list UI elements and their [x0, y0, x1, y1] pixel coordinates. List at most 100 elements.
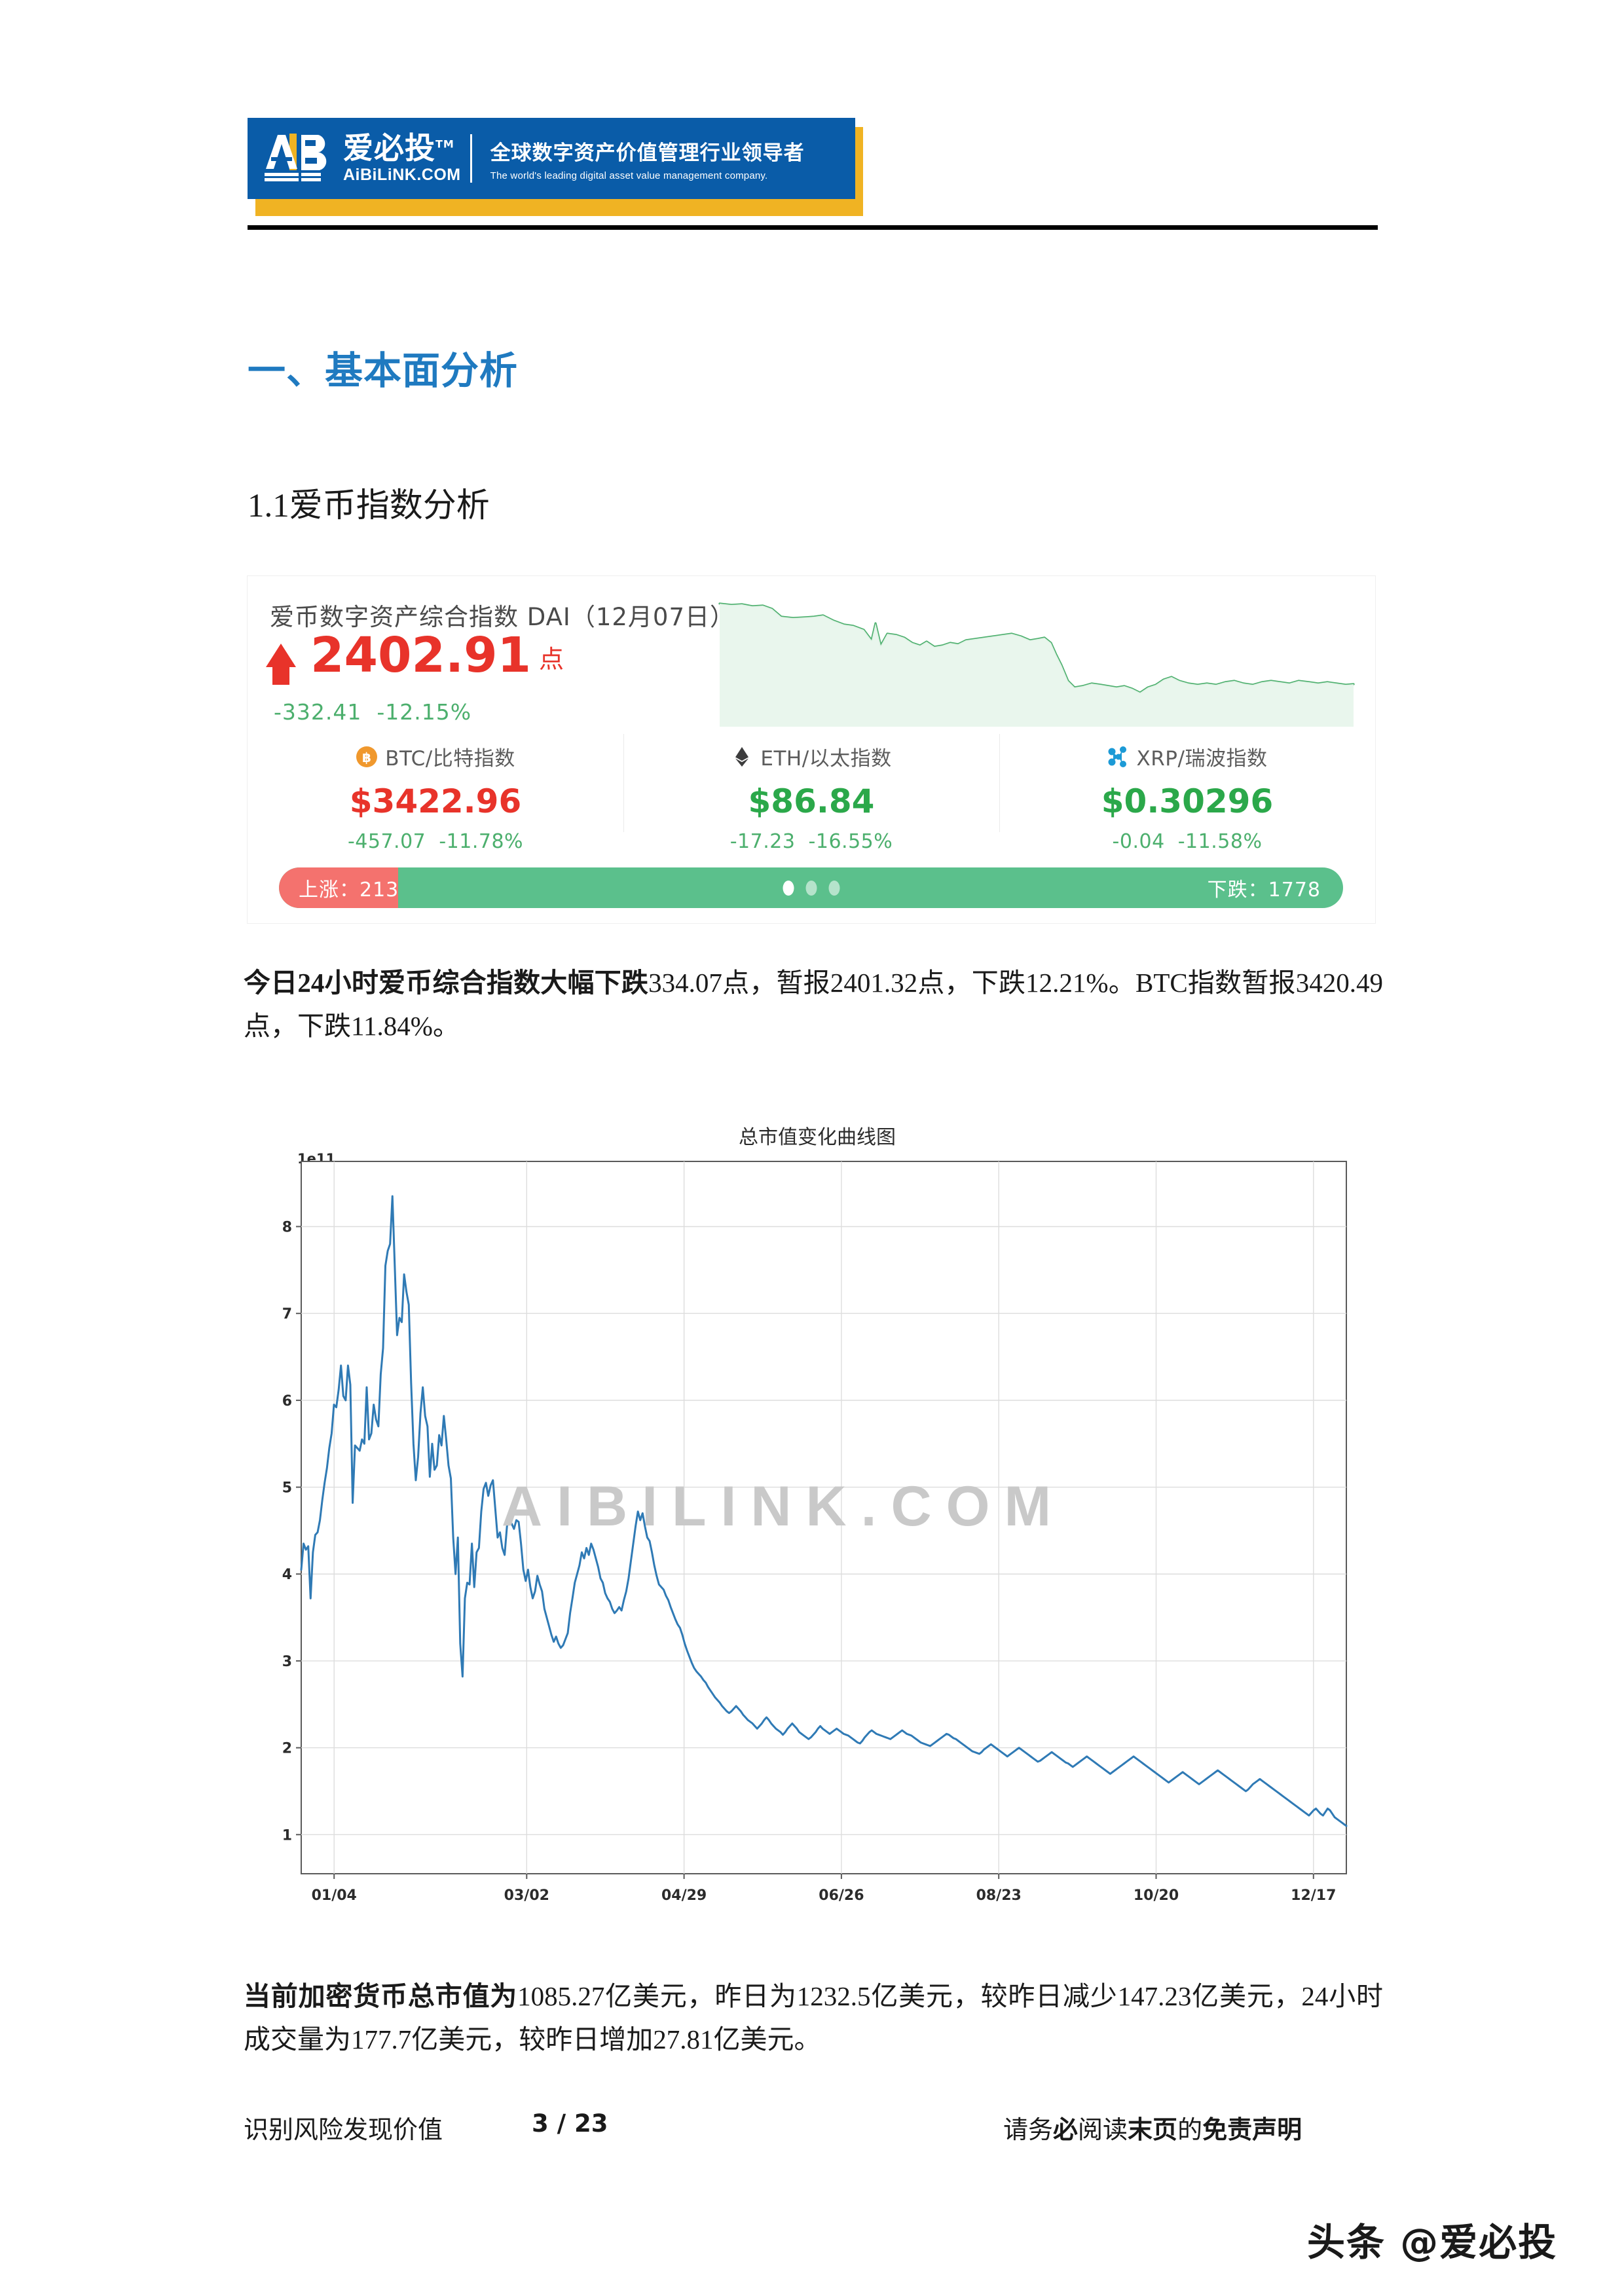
footer-slogan: 识别风险发现价值 [244, 2117, 443, 2144]
slogan-english: The world's leading digital asset value … [490, 170, 768, 181]
coin-price-eth: $86.84 [748, 782, 875, 820]
coin-card-eth[interactable]: ETH/以太指数 $86.84 -17.23 -16.55% [623, 730, 999, 853]
bitcoin-icon: ฿ [356, 746, 378, 768]
svg-text:5: 5 [282, 1480, 292, 1497]
slogan-chinese: 全球数字资产价值管理行业领导者 [490, 141, 805, 165]
svg-text:7: 7 [282, 1306, 292, 1322]
coin-delta-abs-eth: -17.23 [729, 830, 796, 853]
logo-chinese-text: 爱必投 [343, 130, 435, 166]
coin-name-eth: ETH/以太指数 [760, 747, 892, 771]
coin-delta-eth: -17.23 -16.55% [730, 830, 893, 853]
coin-index-row: ฿ BTC/比特指数 $3422.96 -457.07 -11.78% [248, 730, 1375, 853]
coin-delta-pct-btc: -11.78% [439, 830, 524, 853]
aibilink-logo-icon [263, 131, 337, 186]
coin-header-xrp: XRP/瑞波指数 [1107, 742, 1268, 771]
index-change: -332.41 -12.15% [274, 699, 471, 725]
footer-disclaimer-a: 请务 [1003, 2117, 1054, 2144]
ripple-icon [1107, 746, 1130, 768]
carousel-dot-2[interactable] [805, 880, 817, 896]
svg-text:01/04: 01/04 [312, 1887, 357, 1904]
index-change-pct: -12.15% [377, 699, 472, 725]
coin-card-xrp[interactable]: XRP/瑞波指数 $0.30296 -0.04 -11.58% [999, 730, 1375, 853]
updown-down-label: 下跌： [1207, 879, 1268, 902]
svg-text:03/02: 03/02 [504, 1887, 549, 1904]
slogan-column: 全球数字资产价值管理行业领导者 The world's leading digi… [490, 136, 805, 181]
footer-disclaimer: 请务必阅读末页的免责声明 [1003, 2109, 1302, 2145]
coin-delta-abs-btc: -457.07 [347, 830, 426, 853]
index-widget: 爱币数字资产综合指数 DAI（12月07日） 2402.91 点 -332.41… [248, 576, 1375, 923]
footer-disclaimer-e: 的 [1177, 2117, 1203, 2144]
updown-up-portion [279, 867, 398, 908]
chart-canvas: 1 2 3 4 5 6 7 8 01/04 03/02 04/29 06/26 08/23 10/20 12… [282, 1161, 1348, 1904]
coin-delta-btc: -457.07 -11.78% [348, 830, 523, 853]
brand-header: 爱必投TM AiBiLiNK.COM 全球数字资产价值管理行业领导者 The w… [248, 118, 863, 216]
trademark-icon: TM [435, 137, 454, 151]
footer-disclaimer-d: 末页 [1128, 2117, 1178, 2144]
up-arrow-icon [266, 644, 296, 685]
coin-card-btc[interactable]: ฿ BTC/比特指数 $3422.96 -457.07 -11.78% [248, 730, 623, 853]
index-sparkline [716, 583, 1357, 727]
logo-domain: AiBiLiNK.COM [343, 165, 461, 184]
coin-header-eth: ETH/以太指数 [731, 742, 891, 771]
paragraph-1-body: 334.07点，暂报2401.32点，下跌12.21%。BTC指数暂报3420.… [244, 968, 1384, 1042]
svg-text:06/26: 06/26 [819, 1887, 864, 1904]
toutiao-watermark: 头条 @爱必投 [1307, 2220, 1558, 2265]
chart-watermark: AIBILINK.COM [502, 1475, 1066, 1538]
coin-header-btc: ฿ BTC/比特指数 [356, 742, 515, 771]
carousel-dot-3[interactable] [828, 880, 840, 896]
index-unit: 点 [539, 645, 564, 674]
chart-title: 总市值变化曲线图 [739, 1126, 896, 1149]
svg-text:3: 3 [282, 1654, 292, 1670]
section-heading-1: 一、基本面分析 [248, 348, 519, 393]
coin-name-xrp: XRP/瑞波指数 [1136, 747, 1268, 771]
svg-text:8: 8 [282, 1220, 292, 1236]
updown-ratio-bar: 上涨：213 下跌：1778 [279, 867, 1343, 908]
index-title: 爱币数字资产综合指数 DAI（12月07日） [270, 603, 735, 631]
carousel-dots[interactable] [783, 880, 840, 896]
svg-text:1: 1 [282, 1827, 292, 1844]
header-blue-band: 爱必投TM AiBiLiNK.COM 全球数字资产价值管理行业领导者 The w… [248, 118, 855, 199]
svg-text:4: 4 [282, 1567, 292, 1583]
svg-text:10/20: 10/20 [1134, 1887, 1179, 1904]
carousel-dot-1[interactable] [783, 880, 794, 896]
coin-delta-pct-xrp: -11.58% [1177, 830, 1263, 853]
updown-up-count: 213 [360, 879, 399, 902]
logo-chinese-name: 爱必投TM [343, 133, 461, 163]
index-value-row: 2402.91 点 [266, 627, 564, 685]
footer-disclaimer-f: 免责声明 [1202, 2117, 1302, 2144]
coin-delta-abs-xrp: -0.04 [1112, 830, 1165, 853]
coin-name-btc: BTC/比特指数 [385, 747, 515, 771]
section-heading-1-1: 1.1爱币指数分析 [248, 488, 490, 524]
coin-price-btc: $3422.96 [349, 782, 522, 820]
paragraph-index-summary: 今日24小时爱币综合指数大幅下跌334.07点，暂报2401.32点，下跌12.… [244, 961, 1383, 1048]
svg-text:2: 2 [282, 1741, 292, 1757]
coin-price-xrp: $0.30296 [1101, 782, 1274, 820]
paragraph-marketcap-summary: 当前加密货币总市值为1085.27亿美元，昨日为1232.5亿美元，较昨日减少1… [244, 1975, 1383, 2062]
index-change-abs: -332.41 [274, 699, 362, 725]
footer-disclaimer-c: 阅读 [1078, 2117, 1128, 2144]
paragraph-2-lead: 当前加密货币总市值为 [244, 1981, 518, 2011]
header-rule [248, 225, 1378, 230]
coin-delta-pct-eth: -16.55% [808, 830, 893, 853]
svg-text:04/29: 04/29 [661, 1887, 707, 1904]
logo-divider [470, 134, 472, 183]
footer-page-number: 3 / 23 [532, 2109, 608, 2138]
paragraph-2-body: 1085.27亿美元，昨日为1232.5亿美元，较昨日减少147.23亿美元，2… [244, 1981, 1384, 2055]
page-footer: 识别风险发现价值 3 / 23 请务必阅读末页的免责声明 [244, 2109, 1383, 2149]
svg-text:฿: ฿ [362, 750, 371, 765]
updown-up-text: 上涨：213 [299, 873, 399, 902]
index-widget-top: 爱币数字资产综合指数 DAI（12月07日） 2402.91 点 -332.41… [248, 576, 1375, 730]
index-value: 2402.91 [310, 627, 532, 683]
footer-disclaimer-b: 必 [1053, 2117, 1079, 2144]
svg-text:12/17: 12/17 [1291, 1887, 1336, 1904]
updown-down-count: 1778 [1268, 879, 1321, 902]
ethereum-icon [731, 746, 753, 768]
logo-text-column: 爱必投TM AiBiLiNK.COM [343, 133, 461, 185]
svg-text:08/23: 08/23 [976, 1887, 1022, 1904]
market-cap-chart: 总市值变化曲线图 1e11 1 2 3 4 5 6 7 8 01/04 03/02 04/29 06/… [282, 1121, 1353, 1933]
updown-down-text: 下跌：1778 [1208, 873, 1321, 902]
svg-text:6: 6 [282, 1393, 292, 1410]
coin-delta-xrp: -0.04 -11.58% [1113, 830, 1263, 853]
paragraph-1-lead: 今日24小时爱币综合指数大幅下跌 [244, 968, 649, 998]
